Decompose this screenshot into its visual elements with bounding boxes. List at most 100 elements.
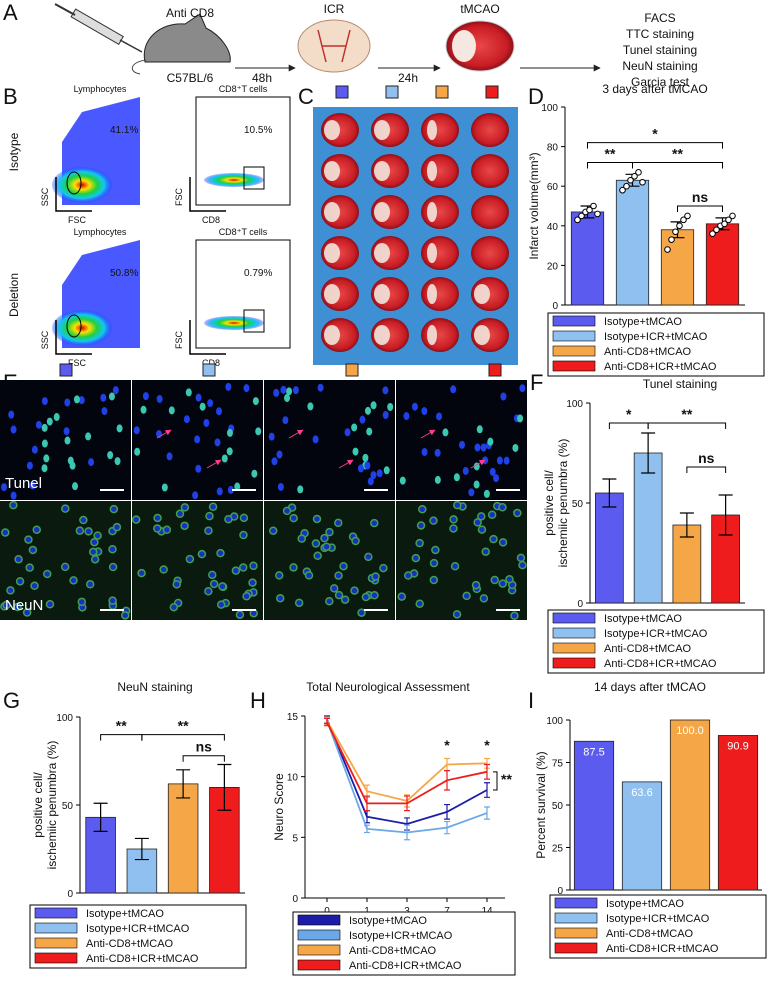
nucleus <box>286 387 293 396</box>
axes <box>55 177 92 212</box>
significance-label: * <box>484 737 490 753</box>
neuron <box>77 597 87 607</box>
nucleus <box>487 437 494 446</box>
neuron <box>25 563 34 572</box>
nucleus <box>31 445 38 454</box>
nucleus <box>474 443 481 452</box>
neuron <box>450 561 460 571</box>
neuron <box>30 581 39 591</box>
legend-swatch <box>554 912 598 924</box>
nucleus <box>73 395 80 404</box>
nucleus <box>195 393 202 402</box>
label: Anti CD8 <box>166 6 214 20</box>
neuron <box>153 513 162 523</box>
legend-label: Anti-CD8+tMCAO <box>604 643 692 655</box>
legend-swatch <box>552 315 596 327</box>
neuron <box>351 536 360 546</box>
nucleus <box>192 491 199 500</box>
chart-title: Total Neurological Assessment <box>306 680 470 694</box>
neuron <box>153 524 162 533</box>
nucleus <box>364 406 371 415</box>
legend-label: Anti-CD8+tMCAO <box>349 945 437 957</box>
nucleus <box>468 488 475 497</box>
data-point <box>586 206 593 214</box>
brain-slice <box>471 113 509 147</box>
neuron <box>489 534 498 544</box>
infarct <box>374 202 390 222</box>
panel-label: D <box>528 84 544 109</box>
neuron <box>180 521 189 531</box>
brain-slice <box>421 113 459 147</box>
legend-label: Anti-CD8+tMCAO <box>604 346 692 358</box>
nucleus <box>362 453 369 462</box>
nucleus <box>403 412 410 421</box>
neuron <box>294 598 304 608</box>
axis-label: SSC <box>40 187 50 206</box>
nucleus <box>168 406 175 415</box>
neuron <box>334 571 343 580</box>
panel-label: G <box>3 688 20 713</box>
bar <box>570 211 605 306</box>
significance-bracket <box>493 771 498 791</box>
nucleus <box>53 413 60 422</box>
neuron <box>137 568 146 578</box>
neuron <box>14 555 23 564</box>
axis-label: FSC <box>174 187 184 206</box>
neuron <box>218 582 227 591</box>
infarct <box>324 243 340 263</box>
infarct <box>374 325 390 345</box>
panel-label: F <box>530 370 543 395</box>
nucleus <box>107 451 114 460</box>
legend-swatch <box>552 612 596 624</box>
legend-label: Isotype+tMCAO <box>86 908 164 920</box>
neuron <box>449 524 458 533</box>
mouse-tail <box>131 59 147 75</box>
nucleus <box>297 485 304 494</box>
nucleus <box>226 428 233 437</box>
neuron <box>431 545 440 555</box>
error-bar <box>364 795 370 812</box>
neuron <box>197 549 207 559</box>
chart-title: 3 days after tMCAO <box>602 82 707 96</box>
neuron <box>518 560 527 570</box>
nucleus <box>421 448 428 457</box>
data-point <box>684 212 691 220</box>
error-bar <box>718 494 733 536</box>
bar <box>633 452 663 604</box>
nucleus <box>370 401 377 410</box>
nucleus <box>453 473 460 482</box>
legend-swatch <box>554 927 598 939</box>
legend-label: Anti-CD8+tMCAO <box>606 928 694 940</box>
nucleus <box>273 388 280 397</box>
significance-bracket <box>587 142 723 149</box>
neuron <box>498 503 507 512</box>
neuron <box>28 545 38 555</box>
neuron <box>357 608 366 617</box>
neuron <box>1 528 10 537</box>
value-label: 100.0 <box>676 725 704 737</box>
brain-slice <box>421 154 459 188</box>
nucleus <box>383 466 390 475</box>
neuron <box>340 595 350 604</box>
tunel-image <box>396 380 527 500</box>
bar <box>660 229 695 306</box>
nucleus <box>473 480 480 489</box>
neuron <box>69 576 78 585</box>
nucleus <box>10 491 17 500</box>
readout: Garcia test <box>631 75 690 89</box>
row-label: Deletion <box>7 273 21 317</box>
pointer-arrow <box>470 459 486 469</box>
density <box>204 316 264 330</box>
neuron <box>320 533 329 543</box>
nucleus <box>382 386 389 395</box>
nucleus <box>292 386 299 395</box>
nucleus <box>450 385 457 394</box>
axes <box>55 320 92 355</box>
bar <box>705 223 740 306</box>
neuron <box>175 509 185 519</box>
chart-title: 14 days after tMCAO <box>594 680 706 694</box>
neuron <box>334 590 344 600</box>
nucleus <box>255 427 262 436</box>
neuron <box>289 513 298 523</box>
